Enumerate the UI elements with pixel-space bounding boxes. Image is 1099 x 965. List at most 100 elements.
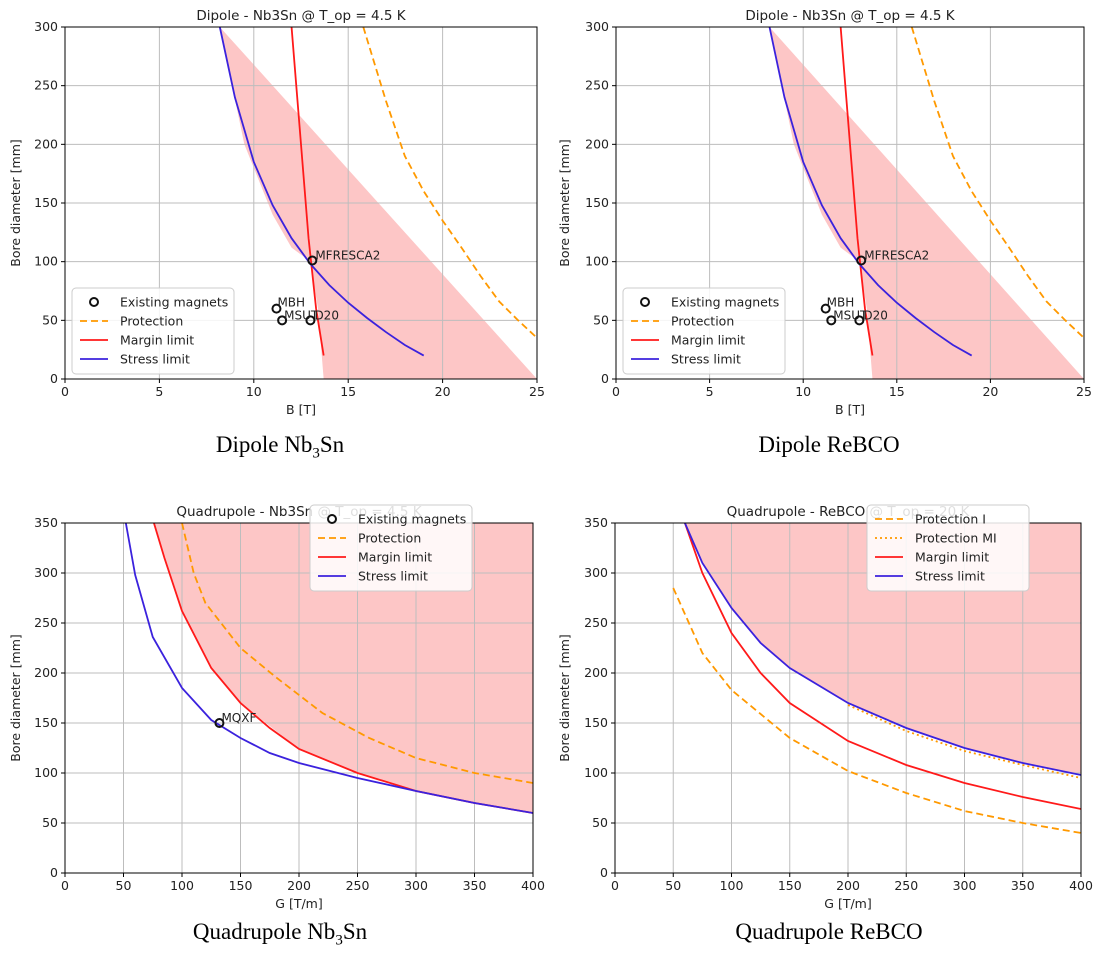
feasible-region (153, 523, 533, 813)
legend-box (309, 504, 473, 592)
y-tick-label: 50 (593, 312, 609, 327)
x-tick-label: 300 (953, 878, 977, 893)
legend-label-stress-limit: Stress limit (915, 569, 985, 584)
y-tick-label: 150 (584, 715, 608, 730)
x-tick-label: 150 (229, 878, 253, 893)
legend: Existing magnets Protection Margin limit St… (309, 504, 473, 592)
y-tick-label: 300 (585, 19, 609, 34)
y-tick-label: 250 (34, 78, 58, 93)
y-axis-label: Bore diameter [mm] (557, 634, 572, 762)
series-line-stress-limit (684, 523, 1081, 776)
caption-tail: Sn (342, 919, 368, 944)
x-tick-label: 200 (287, 878, 311, 893)
y-tick-label: 200 (585, 136, 609, 151)
legend-label-protection: Protection (358, 531, 421, 546)
legend: Existing magnets Protection Margin limit St… (622, 287, 786, 375)
y-tick-label: 350 (34, 515, 58, 530)
y-tick-label: 200 (34, 665, 58, 680)
y-axis-label: Bore diameter [mm] (8, 634, 23, 762)
chart-panel-quadrupole-nb3sn: MQXF 0 50 100 150 200 250 300 350 400 0 50 100 150 200… (0, 495, 549, 965)
x-tick-label: 250 (346, 878, 370, 893)
legend-label-margin-limit: Margin limit (120, 333, 194, 348)
series-line-stress-limit (124, 523, 533, 814)
legend-marker (327, 514, 337, 524)
legend-label-protection-mi: Protection MI (915, 531, 997, 546)
legend-marker (89, 297, 99, 307)
magnet-point-mbh (820, 303, 831, 314)
chart-panel-dipole-rebco: MFRESCA2 MBH MSUT D20 0 5 10 15 20 25 0 50 100 150 200… (549, 0, 1099, 475)
legend-box (71, 287, 235, 375)
legend-label-existing-magnets: Existing magnets (671, 295, 779, 310)
y-tick-label: 350 (584, 515, 608, 530)
caption-dipole-rebco: Dipole ReBCO (549, 432, 1099, 463)
legend-label-margin-limit: Margin limit (671, 333, 745, 348)
y-tick-label: 300 (34, 19, 58, 34)
magnet-point-d20 (305, 315, 316, 326)
y-tick-label: 200 (584, 665, 608, 680)
caption-subscript: 3 (312, 445, 320, 462)
y-tick-label: 50 (592, 815, 608, 830)
x-tick-label: 50 (665, 878, 681, 893)
y-tick-label: 250 (585, 78, 609, 93)
y-tick-label: 50 (42, 312, 58, 327)
magnet-label-mfresca2: MFRESCA2 (315, 248, 380, 262)
legend-box (622, 287, 786, 375)
x-axis-label: G [T/m] (275, 896, 322, 911)
x-tick-label: 0 (611, 878, 619, 893)
y-tick-label: 0 (601, 371, 609, 386)
y-tick-label: 150 (34, 715, 58, 730)
x-axis-label: B [T] (286, 402, 316, 417)
caption-main: Quadrupole Nb (192, 919, 336, 944)
legend-marker (640, 297, 650, 307)
y-tick-label: 0 (50, 865, 58, 880)
x-tick-label: 15 (340, 384, 356, 399)
magnet-point-mfresca2 (856, 255, 867, 266)
x-tick-label: 25 (529, 384, 545, 399)
legend-label-existing-magnets: Existing magnets (120, 295, 228, 310)
chart-title: Dipole - Nb3Sn @ T_op = 4.5 K (196, 8, 406, 24)
x-tick-label: 0 (612, 384, 620, 399)
x-tick-label: 400 (1069, 878, 1093, 893)
y-tick-label: 200 (34, 136, 58, 151)
magnet-label-mqxf: MQXF (221, 711, 256, 725)
magnet-point-mfresca2 (307, 255, 318, 266)
magnet-point-msut (277, 315, 288, 326)
y-tick-label: 100 (585, 254, 609, 269)
magnet-label-msut: MSUT (284, 308, 319, 322)
magnet-label-mfresca2: MFRESCA2 (864, 248, 929, 262)
x-tick-label: 250 (894, 878, 918, 893)
series-line-margin-limit (684, 523, 1081, 810)
x-tick-label: 100 (720, 878, 744, 893)
magnet-point-d20 (854, 315, 865, 326)
y-tick-label: 250 (34, 615, 58, 630)
series-line-margin-limit (290, 27, 325, 356)
y-tick-label: 150 (34, 195, 58, 210)
legend: Existing magnets Protection Margin limit St… (71, 287, 235, 375)
x-tick-label: 25 (1076, 384, 1092, 399)
legend-label-existing-magnets: Existing magnets (358, 512, 466, 527)
legend-label-margin-limit: Margin limit (358, 550, 432, 565)
y-tick-label: 100 (584, 765, 608, 780)
quadrupole-rebco-chart: 0 50 100 150 200 250 300 350 400 0 50 100 150 200 250 3… (557, 504, 1093, 911)
legend-label-protection-i: Protection I (915, 512, 986, 527)
caption-dipole-nb3sn: Dipole Nb3Sn (0, 432, 560, 463)
x-tick-label: 20 (982, 384, 998, 399)
magnet-label-d20: D20 (314, 308, 339, 322)
x-axis-label: B [T] (835, 402, 865, 417)
y-tick-label: 300 (34, 565, 58, 580)
chart-title: Dipole - Nb3Sn @ T_op = 4.5 K (745, 8, 955, 24)
x-tick-label: 10 (795, 384, 811, 399)
x-tick-label: 150 (778, 878, 802, 893)
x-axis-label: G [T/m] (824, 896, 871, 911)
legend-label-stress-limit: Stress limit (120, 352, 190, 367)
legend-label-stress-limit: Stress limit (358, 569, 428, 584)
y-tick-label: 150 (585, 195, 609, 210)
legend-box (866, 504, 1030, 592)
magnet-point-msut (826, 315, 837, 326)
y-tick-label: 300 (584, 565, 608, 580)
y-tick-label: 50 (42, 815, 58, 830)
magnet-label-mbh: MBH (827, 296, 855, 310)
magnet-point-mqxf (214, 718, 225, 728)
series-line-protection (910, 27, 1084, 339)
